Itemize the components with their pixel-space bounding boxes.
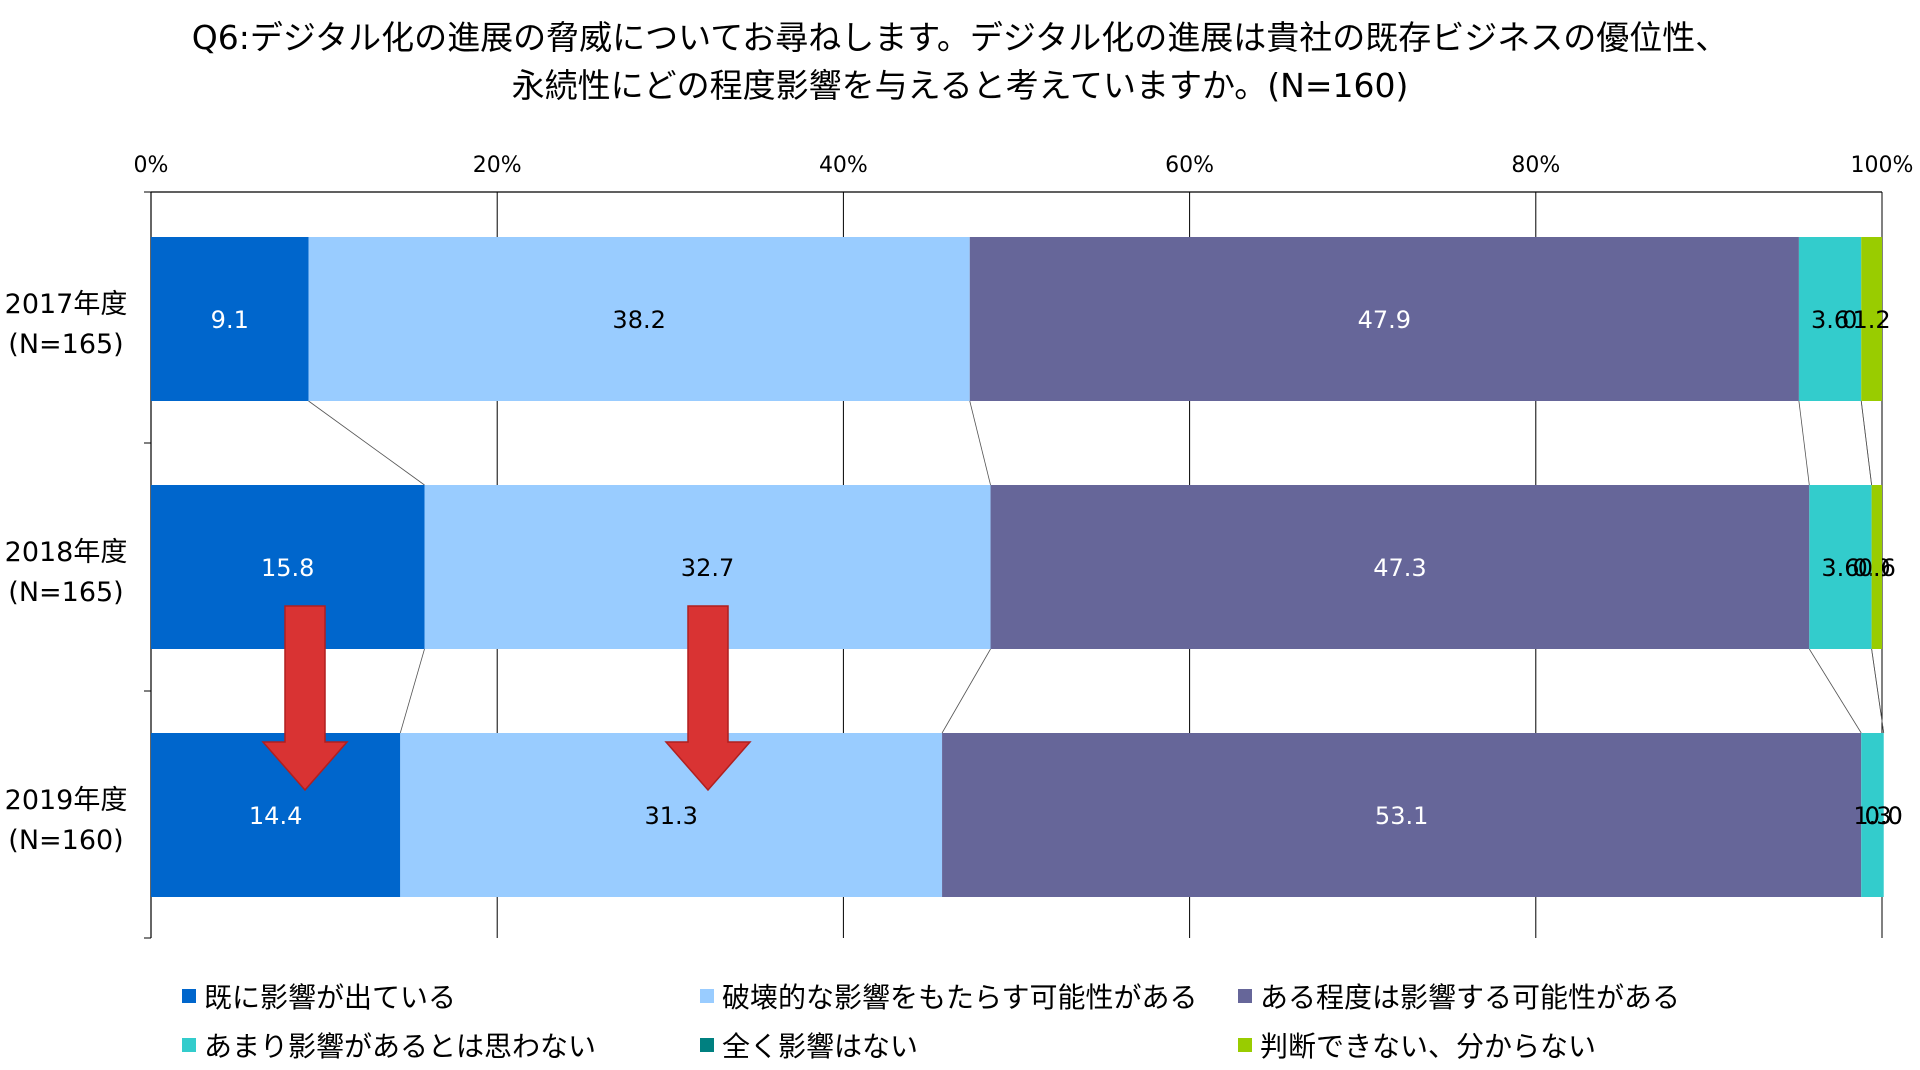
series-connector-line bbox=[1808, 648, 1862, 734]
legend-item: 破壊的な影響をもたらす可能性がある bbox=[700, 976, 1197, 1016]
bar-segment bbox=[400, 733, 943, 897]
legend-label: あまり影響があるとは思わない bbox=[204, 1030, 597, 1063]
bar-segment bbox=[942, 733, 1862, 897]
series-connector-line bbox=[1871, 648, 1885, 734]
bar-segment bbox=[1809, 485, 1872, 649]
data-label: 0.0 bbox=[1865, 802, 1903, 830]
bar-segment bbox=[1861, 733, 1884, 897]
legend-swatch bbox=[700, 989, 714, 1003]
series-connector-line bbox=[308, 400, 425, 486]
legend-swatch bbox=[182, 989, 196, 1003]
series-connector-line bbox=[969, 400, 991, 486]
category-label-n: (N=165) bbox=[8, 577, 123, 608]
x-tick-label: 100% bbox=[1851, 153, 1914, 178]
data-label: 32.7 bbox=[681, 554, 734, 582]
legend-item: ある程度は影響する可能性がある bbox=[1238, 976, 1680, 1016]
data-label: 1.3 bbox=[1853, 802, 1891, 830]
data-label: 9.1 bbox=[211, 306, 249, 334]
chart-title-line-2: 永続性にどの程度影響を与えると考えていますか。(N=160) bbox=[511, 66, 1409, 105]
legend-label: ある程度は影響する可能性がある bbox=[1260, 981, 1681, 1014]
data-label: 53.1 bbox=[1375, 802, 1428, 830]
down-arrow-icon bbox=[664, 605, 752, 792]
data-label: 3.6 bbox=[1811, 306, 1849, 334]
x-tick-label: 60% bbox=[1165, 153, 1214, 178]
category-label-year: 2019年度 bbox=[5, 785, 128, 816]
legend-label: 破壊的な影響をもたらす可能性がある bbox=[722, 981, 1198, 1014]
series-connector-line bbox=[1798, 400, 1810, 486]
legend-label: 全く影響はない bbox=[722, 1030, 919, 1063]
x-tick-label: 40% bbox=[819, 153, 868, 178]
data-label: 31.3 bbox=[644, 802, 697, 830]
data-label: 0.6 bbox=[1858, 554, 1896, 582]
bar-segment bbox=[1798, 237, 1862, 401]
x-tick-label: 80% bbox=[1511, 153, 1560, 178]
category-label-n: (N=160) bbox=[8, 825, 123, 856]
category-label-year: 2018年度 bbox=[5, 537, 128, 568]
data-label: 14.4 bbox=[249, 802, 302, 830]
legend-item: 全く影響はない bbox=[700, 1025, 918, 1065]
bar-segment bbox=[308, 237, 970, 401]
legend-swatch bbox=[182, 1038, 196, 1052]
bar-segment bbox=[151, 237, 309, 401]
x-tick-label: 20% bbox=[473, 153, 522, 178]
x-tick-label: 0% bbox=[134, 153, 169, 178]
chart-title: Q6:デジタル化の進展の脅威についてお尋ねします。デジタル化の進展は貴社の既存ビ… bbox=[0, 14, 1920, 110]
legend-item: 既に影響が出ている bbox=[182, 976, 456, 1016]
data-label: 15.8 bbox=[261, 554, 314, 582]
down-arrow-icon bbox=[261, 605, 349, 792]
data-label: 47.9 bbox=[1358, 306, 1411, 334]
bar-segment bbox=[969, 237, 1799, 401]
series-connector-line bbox=[1860, 400, 1873, 486]
bar-segment bbox=[151, 733, 401, 897]
series-connector-line bbox=[399, 648, 425, 734]
category-label-year: 2017年度 bbox=[5, 289, 128, 320]
legend-label: 既に影響が出ている bbox=[204, 981, 457, 1014]
bar-segment bbox=[990, 485, 1810, 649]
data-label: 0.0 bbox=[1865, 802, 1903, 830]
series-connector-line bbox=[941, 648, 991, 734]
bar-segment bbox=[1861, 237, 1882, 401]
data-label: 3.6 bbox=[1821, 554, 1859, 582]
chart-title-line-1: Q6:デジタル化の進展の脅威についてお尋ねします。デジタル化の進展は貴社の既存ビ… bbox=[191, 18, 1729, 57]
legend-swatch bbox=[700, 1038, 714, 1052]
legend-swatch bbox=[1238, 989, 1252, 1003]
legend-item: あまり影響があるとは思わない bbox=[182, 1025, 596, 1065]
data-label: 38.2 bbox=[612, 306, 665, 334]
data-label: 1.2 bbox=[1853, 306, 1891, 334]
legend-label: 判断できない、分からない bbox=[1260, 1030, 1597, 1063]
bar-segment bbox=[1871, 485, 1882, 649]
legend-swatch bbox=[1238, 1038, 1252, 1052]
category-label-n: (N=165) bbox=[8, 329, 123, 360]
legend-item: 判断できない、分からない bbox=[1238, 1025, 1596, 1065]
data-label: 47.3 bbox=[1373, 554, 1426, 582]
